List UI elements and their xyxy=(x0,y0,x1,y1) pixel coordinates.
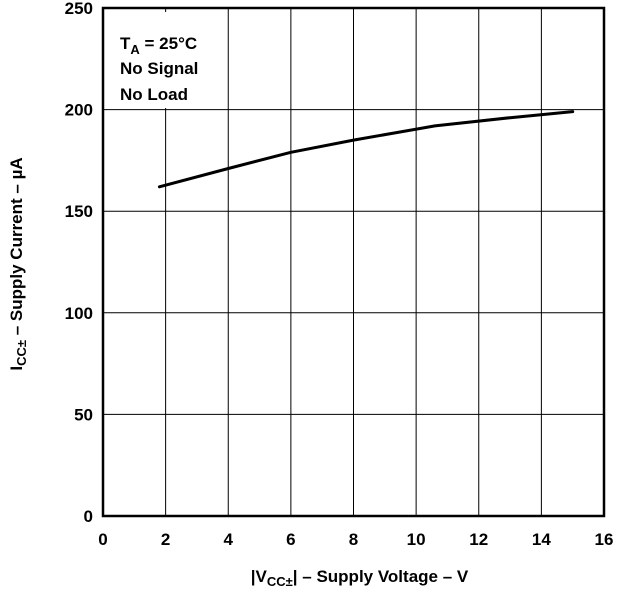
y-tick-label: 50 xyxy=(74,405,93,424)
x-tick-label: 6 xyxy=(286,530,295,549)
grid-lines xyxy=(103,8,604,516)
x-tick-label: 16 xyxy=(595,530,614,549)
y-tick-labels: 0 50 100 150 200 250 xyxy=(65,0,93,526)
temperature-annotation: TA = 25°C xyxy=(120,34,197,57)
x-axis-label: |VCC±| – Supply Voltage – V xyxy=(251,567,469,589)
y-axis-label: ICC± – Supply Current – µA xyxy=(7,157,29,370)
series-line-1 xyxy=(157,110,575,189)
x-label-part-1: |V xyxy=(251,567,268,586)
x-tick-labels: 0 2 4 6 8 10 12 14 16 xyxy=(98,530,613,549)
annotation-ta-sub: A xyxy=(130,42,140,57)
y-label-part-3: – Supply Current – µA xyxy=(7,157,26,340)
x-tick-label: 12 xyxy=(469,530,488,549)
y-tick-label: 100 xyxy=(65,304,93,323)
x-label-part-2: CC± xyxy=(267,574,293,589)
data-series xyxy=(157,110,575,189)
x-tick-label: 8 xyxy=(349,530,358,549)
x-tick-label: 14 xyxy=(532,530,551,549)
condition-annotation: TA = 25°C No Signal No Load xyxy=(107,12,227,108)
x-tick-label: 0 xyxy=(98,530,107,549)
y-tick-label: 150 xyxy=(65,202,93,221)
no-load-annotation: No Load xyxy=(120,85,188,104)
plot-frame xyxy=(101,6,606,518)
y-label-part-1: I xyxy=(7,366,26,371)
y-tick-label: 200 xyxy=(65,101,93,120)
no-signal-annotation: No Signal xyxy=(120,59,198,78)
annotation-ta-value: = 25°C xyxy=(140,34,197,53)
annotation-ta-prefix: T xyxy=(120,34,131,53)
y-tick-label: 250 xyxy=(65,0,93,18)
x-tick-label: 4 xyxy=(224,530,234,549)
y-tick-label: 0 xyxy=(84,507,93,526)
x-tick-label: 10 xyxy=(407,530,426,549)
y-label-part-2: CC± xyxy=(14,340,29,366)
x-tick-label: 2 xyxy=(161,530,170,549)
x-label-part-3: | – Supply Voltage – V xyxy=(293,567,469,586)
annotation-background xyxy=(107,12,227,108)
